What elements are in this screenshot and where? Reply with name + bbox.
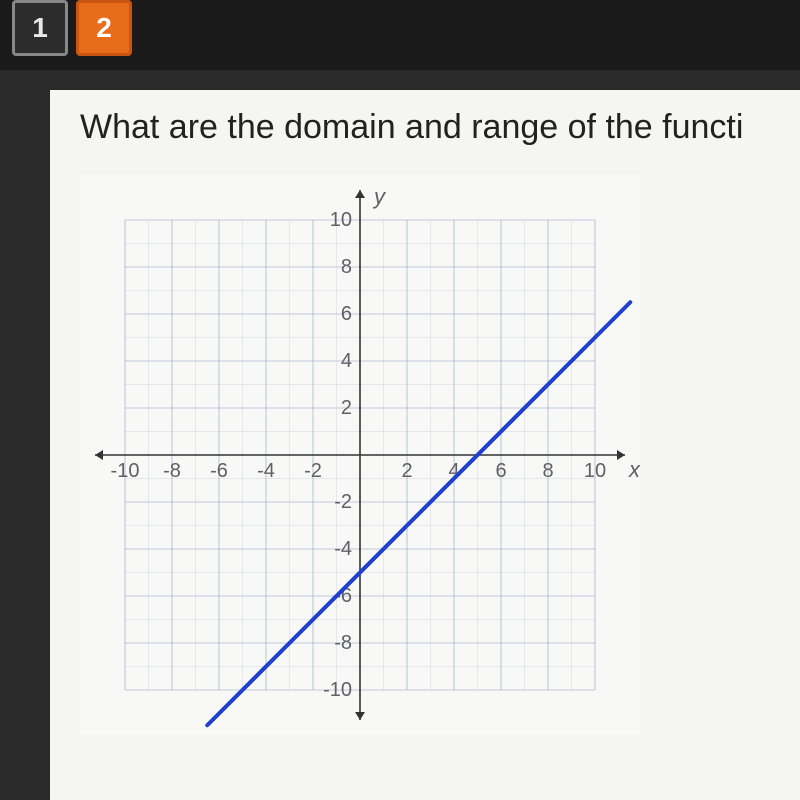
svg-text:8: 8 — [341, 256, 352, 278]
svg-text:-2: -2 — [334, 491, 352, 513]
svg-text:-4: -4 — [334, 538, 352, 560]
sidebar-dark — [0, 70, 50, 800]
svg-text:6: 6 — [341, 303, 352, 325]
content-area: What are the domain and range of the fun… — [50, 90, 800, 800]
tab-bar: 1 2 — [0, 0, 800, 70]
svg-text:-6: -6 — [210, 460, 228, 482]
svg-text:10: 10 — [330, 209, 352, 231]
svg-text:-10: -10 — [323, 679, 352, 701]
svg-text:-10: -10 — [111, 460, 140, 482]
tab-2[interactable]: 2 — [76, 0, 132, 56]
svg-text:-8: -8 — [334, 632, 352, 654]
svg-text:-8: -8 — [163, 460, 181, 482]
svg-text:10: 10 — [584, 460, 606, 482]
svg-text:-2: -2 — [304, 460, 322, 482]
svg-text:8: 8 — [542, 460, 553, 482]
svg-text:6: 6 — [495, 460, 506, 482]
tab-1[interactable]: 1 — [12, 0, 68, 56]
graph-container: -10-8-6-4-2246810108642-2-4-6-8-10yx — [80, 175, 640, 735]
svg-text:-4: -4 — [257, 460, 275, 482]
question-text: What are the domain and range of the fun… — [80, 108, 790, 147]
svg-text:2: 2 — [401, 460, 412, 482]
coordinate-graph: -10-8-6-4-2246810108642-2-4-6-8-10yx — [80, 175, 640, 735]
svg-text:x: x — [628, 457, 640, 482]
svg-text:y: y — [372, 184, 387, 209]
svg-text:4: 4 — [341, 350, 352, 372]
svg-text:2: 2 — [341, 397, 352, 419]
